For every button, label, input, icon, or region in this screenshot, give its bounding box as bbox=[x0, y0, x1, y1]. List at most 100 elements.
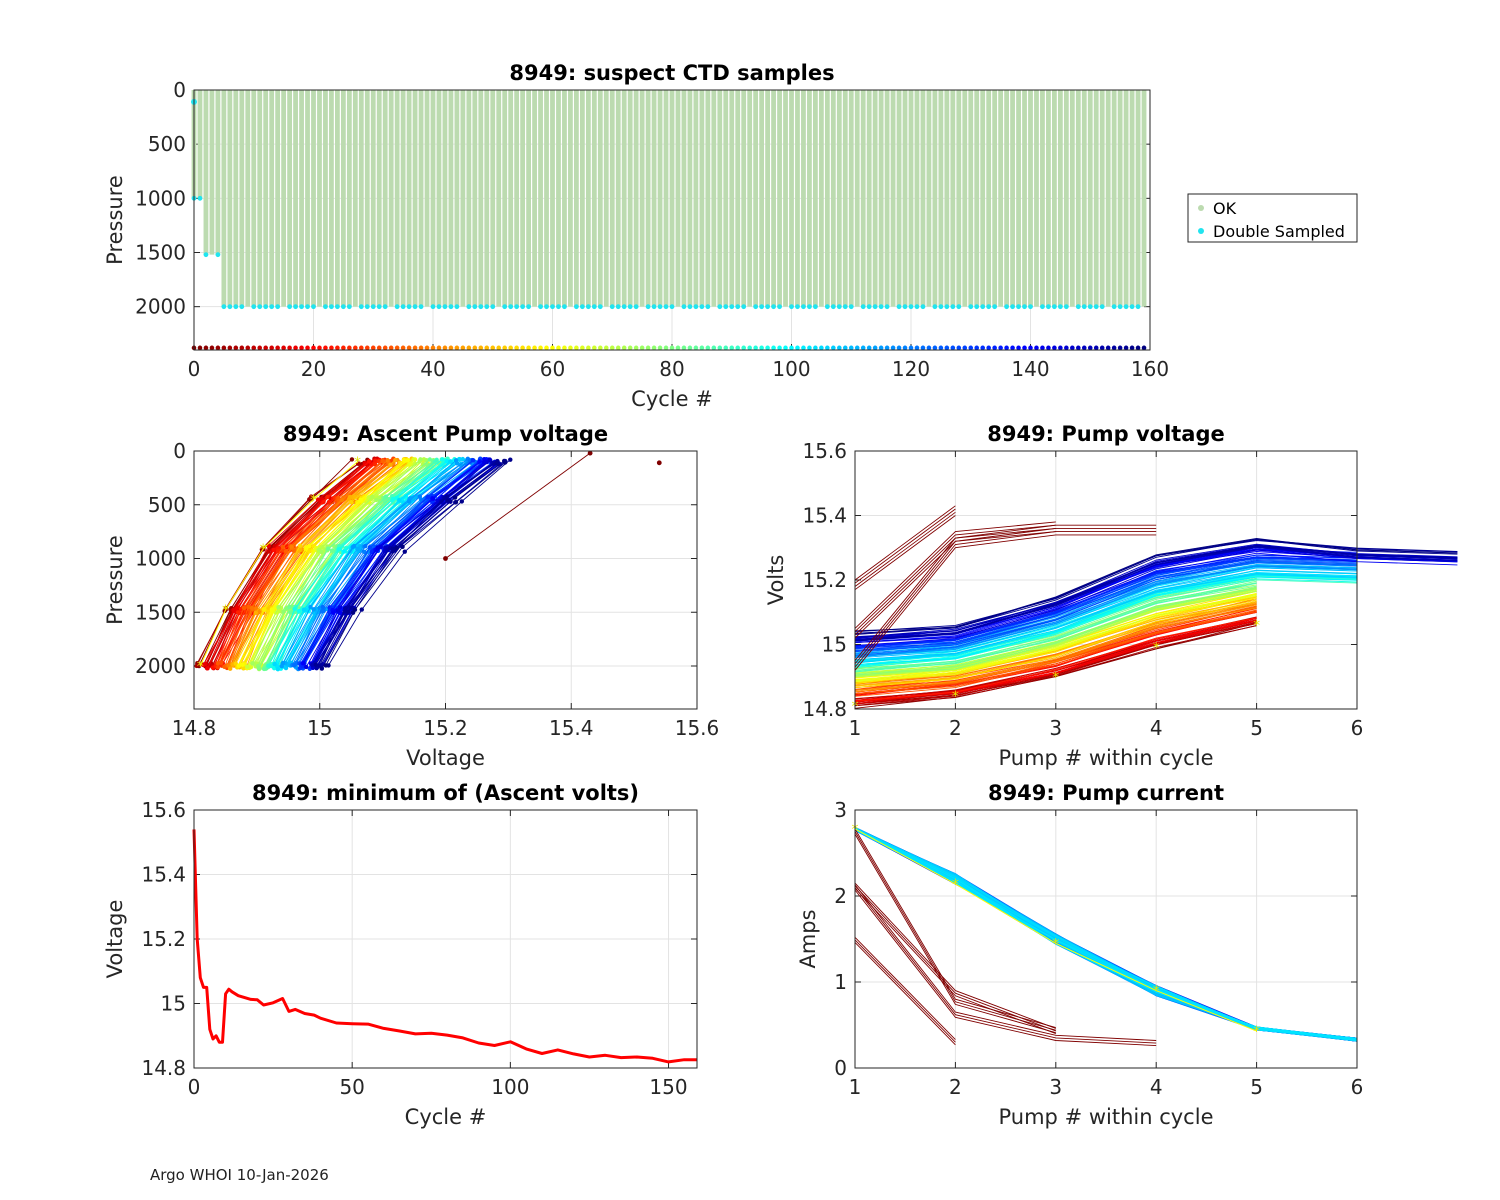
plot-area bbox=[855, 810, 1357, 1068]
ascent-point bbox=[427, 457, 433, 462]
double-sampled-point bbox=[896, 304, 902, 310]
double-sampled-point bbox=[956, 304, 962, 310]
cycle-marker bbox=[759, 345, 764, 351]
ascent-point bbox=[502, 460, 508, 465]
cycle-marker bbox=[765, 345, 770, 351]
ascent-point bbox=[319, 666, 325, 671]
cycle-marker bbox=[681, 345, 687, 351]
double-sampled-point bbox=[221, 304, 227, 310]
cycle-marker bbox=[974, 345, 980, 351]
pump-voltage-line bbox=[854, 617, 1257, 700]
plot-content bbox=[191, 90, 1147, 351]
cycle-marker bbox=[717, 345, 723, 351]
pump-voltage-line bbox=[854, 576, 1358, 666]
chart-ascent: 14.8 15 15.2 15.4 15.6 0 500 1000 1500 2000 * * * * * 8… bbox=[103, 422, 719, 770]
cycle-marker bbox=[568, 345, 573, 351]
x-tick-label: 15.6 bbox=[675, 716, 720, 740]
cycle-marker bbox=[723, 345, 729, 351]
x-tick-label: 100 bbox=[772, 357, 810, 381]
x-tick-label: 1 bbox=[849, 716, 862, 740]
cycle-marker bbox=[1052, 345, 1057, 351]
cycle-marker bbox=[430, 345, 436, 351]
y-tick-label: 15.4 bbox=[802, 504, 847, 528]
double-sampled-point bbox=[645, 304, 651, 310]
y-axis-label: Amps bbox=[796, 909, 820, 968]
ascent-point bbox=[477, 459, 482, 464]
ascent-point bbox=[311, 607, 316, 612]
ascent-point bbox=[339, 498, 345, 503]
x-axis-label: Pump # within cycle bbox=[999, 1105, 1214, 1129]
early-cycle-line bbox=[854, 531, 1157, 668]
cycle-marker bbox=[1129, 345, 1135, 351]
ascent-point bbox=[385, 458, 390, 463]
cycle-marker bbox=[950, 345, 956, 351]
cycle-marker bbox=[741, 345, 746, 351]
cycle-marker bbox=[353, 345, 358, 351]
pump-voltage-line bbox=[854, 617, 1257, 702]
cycle-marker bbox=[335, 345, 340, 351]
y-tick-label: 1 bbox=[834, 970, 847, 994]
x-axis-label: Cycle # bbox=[631, 387, 713, 411]
double-sampled-point bbox=[699, 304, 705, 310]
y-tick-label: 14.8 bbox=[141, 1056, 186, 1080]
double-sampled-point bbox=[275, 304, 281, 310]
x-tick-label: 150 bbox=[649, 1075, 687, 1099]
figure-footer: Argo WHOI 10-Jan-2026 bbox=[150, 1166, 329, 1184]
ascent-point bbox=[336, 546, 342, 552]
ascent-point bbox=[321, 608, 326, 614]
cycle-marker bbox=[735, 345, 741, 351]
double-sampled-point bbox=[771, 304, 776, 310]
ascent-point bbox=[418, 457, 423, 462]
cycle-marker bbox=[878, 345, 884, 351]
ascent-point bbox=[374, 497, 379, 503]
early-cycle-line bbox=[854, 882, 1056, 1029]
ascent-point bbox=[292, 606, 297, 612]
y-tick-label: 15.6 bbox=[141, 798, 186, 822]
double-sampled-point bbox=[215, 252, 221, 258]
double-sampled-point bbox=[777, 304, 782, 310]
ascent-point bbox=[301, 661, 306, 666]
pump-current-line bbox=[854, 828, 1358, 1040]
cycle-marker bbox=[538, 345, 543, 351]
ascent-point bbox=[272, 661, 277, 667]
cycle-marker bbox=[998, 345, 1003, 351]
ascent-point bbox=[292, 662, 297, 668]
cycle-marker bbox=[251, 345, 257, 351]
double-sampled-point bbox=[370, 304, 376, 310]
ascent-point bbox=[276, 605, 281, 610]
plot-content bbox=[192, 829, 698, 1064]
y-tick-label: 1000 bbox=[135, 186, 186, 210]
cycle-marker bbox=[771, 345, 776, 351]
y-axis-label: Voltage bbox=[103, 900, 127, 979]
double-sampled-point bbox=[657, 304, 663, 310]
double-sampled-point bbox=[830, 304, 836, 310]
double-sampled-point bbox=[663, 304, 669, 310]
ascent-point bbox=[256, 666, 262, 671]
cycle-marker bbox=[197, 345, 203, 351]
cycle-marker bbox=[436, 345, 442, 351]
plot-content: ***** bbox=[852, 822, 1358, 1047]
double-sampled-point bbox=[974, 304, 980, 310]
early-cycle-line bbox=[854, 828, 1056, 1029]
cycle-marker bbox=[544, 345, 549, 351]
double-sampled-point bbox=[705, 304, 711, 310]
chart-title: 8949: Ascent Pump voltage bbox=[283, 422, 608, 446]
cycle-marker bbox=[777, 345, 782, 351]
cycle-marker bbox=[1093, 345, 1099, 351]
ascent-point bbox=[323, 663, 329, 668]
y-tick-label: 2000 bbox=[135, 295, 186, 319]
ascent-point bbox=[227, 666, 233, 671]
double-sampled-point bbox=[263, 304, 269, 310]
cycle-marker bbox=[675, 345, 681, 351]
ascent-point bbox=[406, 499, 412, 504]
legend: OK Double Sampled bbox=[1187, 193, 1358, 243]
first-cycle-star: * bbox=[1153, 984, 1160, 1000]
double-sampled-point bbox=[197, 195, 203, 201]
double-sampled-point bbox=[520, 304, 526, 310]
cycle-marker bbox=[1022, 345, 1027, 351]
cycle-marker bbox=[418, 345, 424, 351]
cycle-marker bbox=[986, 345, 991, 351]
ascent-point bbox=[508, 457, 513, 462]
x-tick-label: 0 bbox=[188, 357, 201, 381]
pump-voltage-line bbox=[854, 617, 1257, 701]
